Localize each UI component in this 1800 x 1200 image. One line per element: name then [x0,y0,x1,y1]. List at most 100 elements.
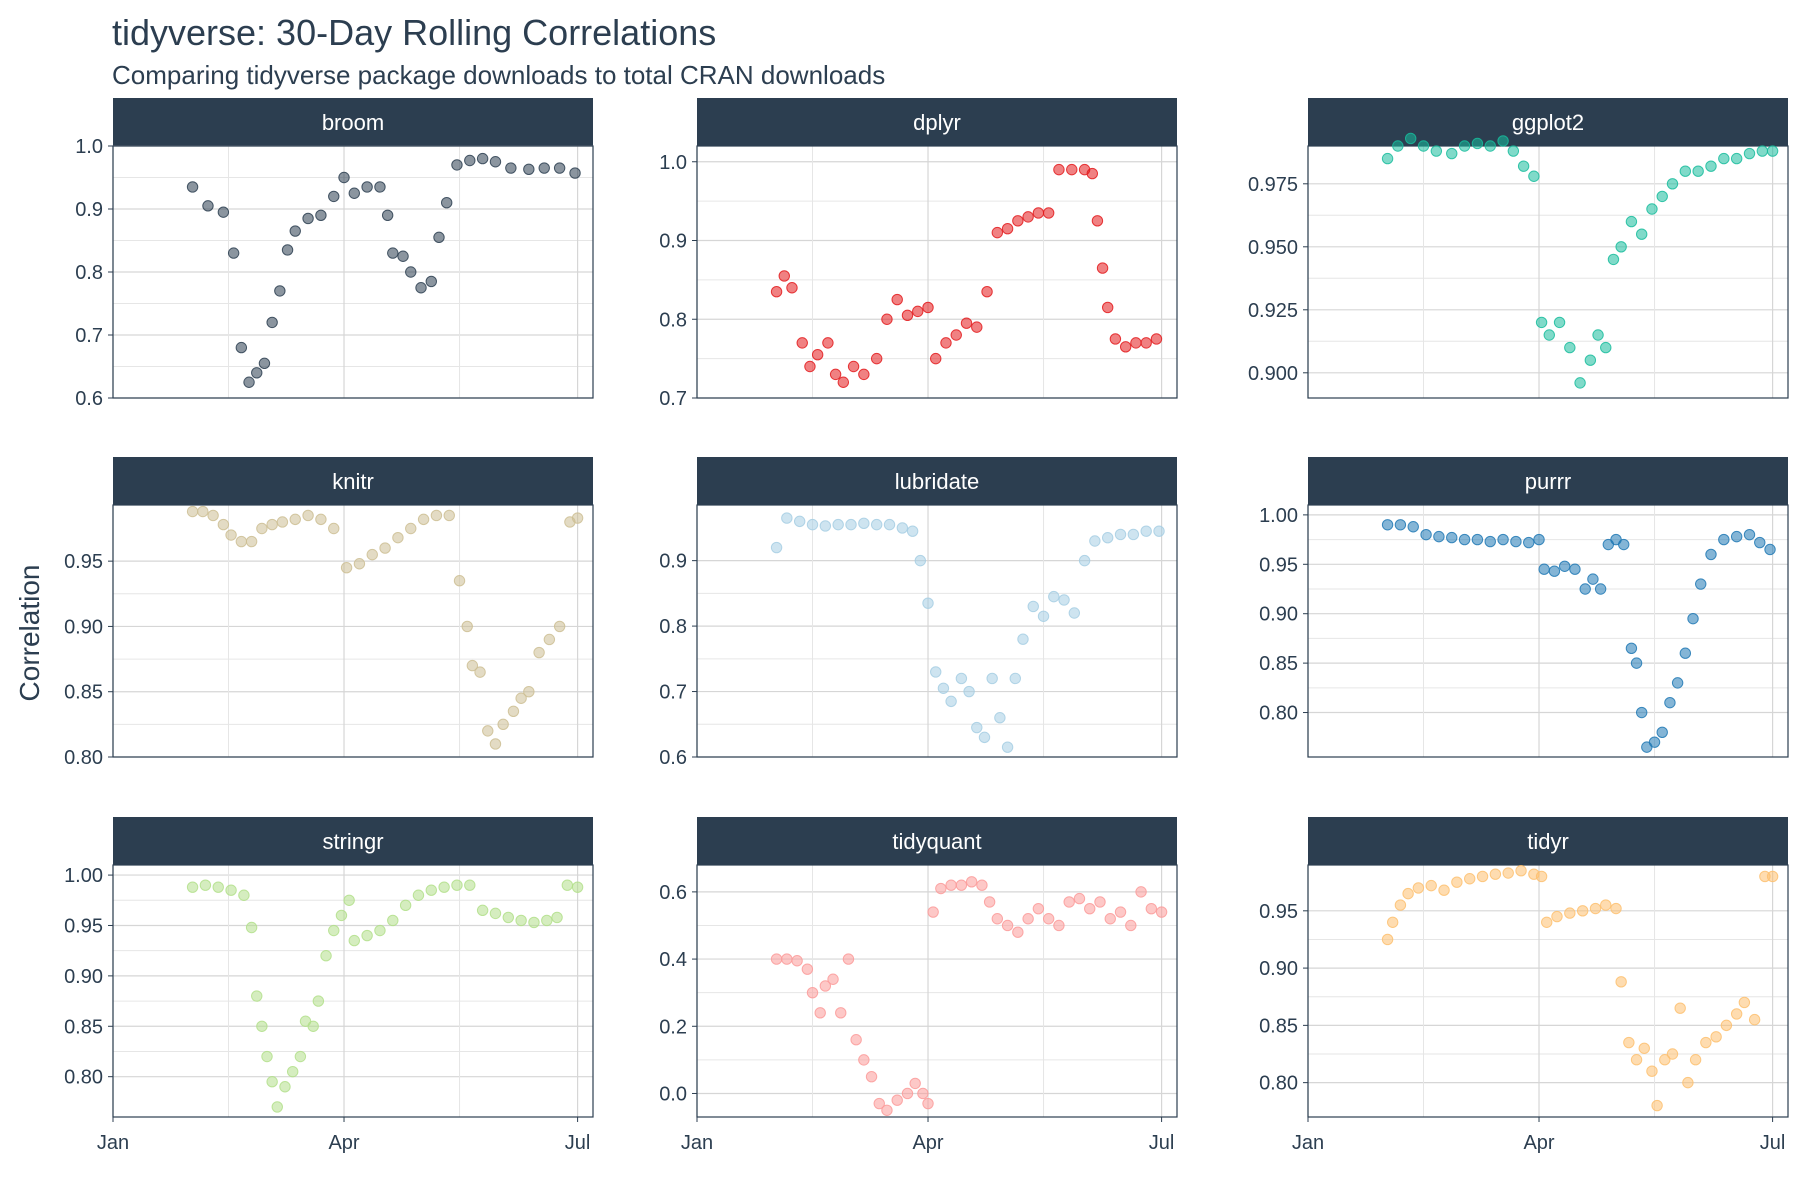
data-point [413,890,423,900]
data-point [465,155,475,165]
y-tick-label: 0.90 [1259,958,1298,980]
data-point [805,361,815,371]
data-point [280,1082,290,1092]
data-point [534,647,544,657]
data-point [441,198,451,208]
data-point [329,925,339,935]
data-point [1010,673,1020,683]
data-point [426,276,436,286]
data-point [851,1035,861,1045]
data-point [329,191,339,201]
panel-border [697,505,1177,757]
data-point [1672,678,1682,688]
data-point [992,914,1002,924]
facet-tidyquant: tidyquant0.00.20.40.6Jan Apr Jul [659,817,1177,1154]
data-point [782,954,792,964]
data-point [198,506,208,516]
data-point [828,974,838,984]
data-point [277,517,287,527]
x-tick-label: Jul [1149,1132,1175,1154]
data-point [1023,212,1033,222]
data-point [1536,317,1546,327]
data-point [961,318,971,328]
data-point [918,1088,928,1098]
data-point [1739,997,1749,1007]
data-point [1028,601,1038,611]
data-point [771,542,781,552]
data-point [1043,914,1053,924]
data-point [833,519,843,529]
data-point [524,687,534,697]
data-point [477,905,487,915]
data-point [984,897,994,907]
data-point [1126,920,1136,930]
data-point [542,915,552,925]
data-point [1033,208,1043,218]
data-point [787,283,797,293]
data-point [1418,141,1428,151]
data-point [398,251,408,261]
y-tick-label: 0.95 [64,915,103,937]
data-point [259,358,269,368]
data-point [1421,529,1431,539]
data-point [290,226,300,236]
data-point [1382,520,1392,530]
data-point [1018,634,1028,644]
data-point [226,530,236,540]
data-point [426,885,436,895]
data-point [213,882,223,892]
data-point [1652,1100,1662,1110]
data-point [1102,302,1112,312]
data-point [1616,242,1626,252]
data-point [1647,1066,1657,1076]
data-point [802,964,812,974]
data-point [1675,1003,1685,1013]
data-point [938,683,948,693]
y-tick-label: 0.2 [659,1016,687,1038]
data-point [1395,520,1405,530]
y-tick-label: 0.80 [64,1067,103,1089]
data-point [1565,908,1575,918]
data-point [1721,1020,1731,1030]
data-point [226,885,236,895]
data-point [1043,208,1053,218]
data-point [794,516,804,526]
data-point [1452,877,1462,887]
y-tick-label: 0.95 [64,551,103,573]
data-point [1608,254,1618,264]
data-point [956,880,966,890]
data-point [946,880,956,890]
data-point [257,523,267,533]
data-point [859,518,869,528]
data-point [554,163,564,173]
data-point [1485,536,1495,546]
data-point [218,519,228,529]
data-point [290,514,300,524]
y-tick-label: 1.0 [75,136,103,158]
data-point [406,267,416,277]
y-tick-label: 1.00 [1259,505,1298,527]
data-point [1755,537,1765,547]
data-point [1636,707,1646,717]
data-point [367,549,377,559]
data-point [439,882,449,892]
data-point [341,562,351,572]
data-point [1465,874,1475,884]
data-point [1577,906,1587,916]
data-point [1601,342,1611,352]
x-tick-label: Apr [328,1132,359,1154]
data-point [1588,574,1598,584]
data-point [498,719,508,729]
data-point [1601,900,1611,910]
data-point [1565,342,1575,352]
data-point [1680,648,1690,658]
data-point [838,377,848,387]
data-point [508,706,518,716]
data-point [823,338,833,348]
data-point [892,1095,902,1105]
data-point [1141,338,1151,348]
data-point [782,513,792,523]
data-point [349,935,359,945]
data-point [1554,317,1564,327]
